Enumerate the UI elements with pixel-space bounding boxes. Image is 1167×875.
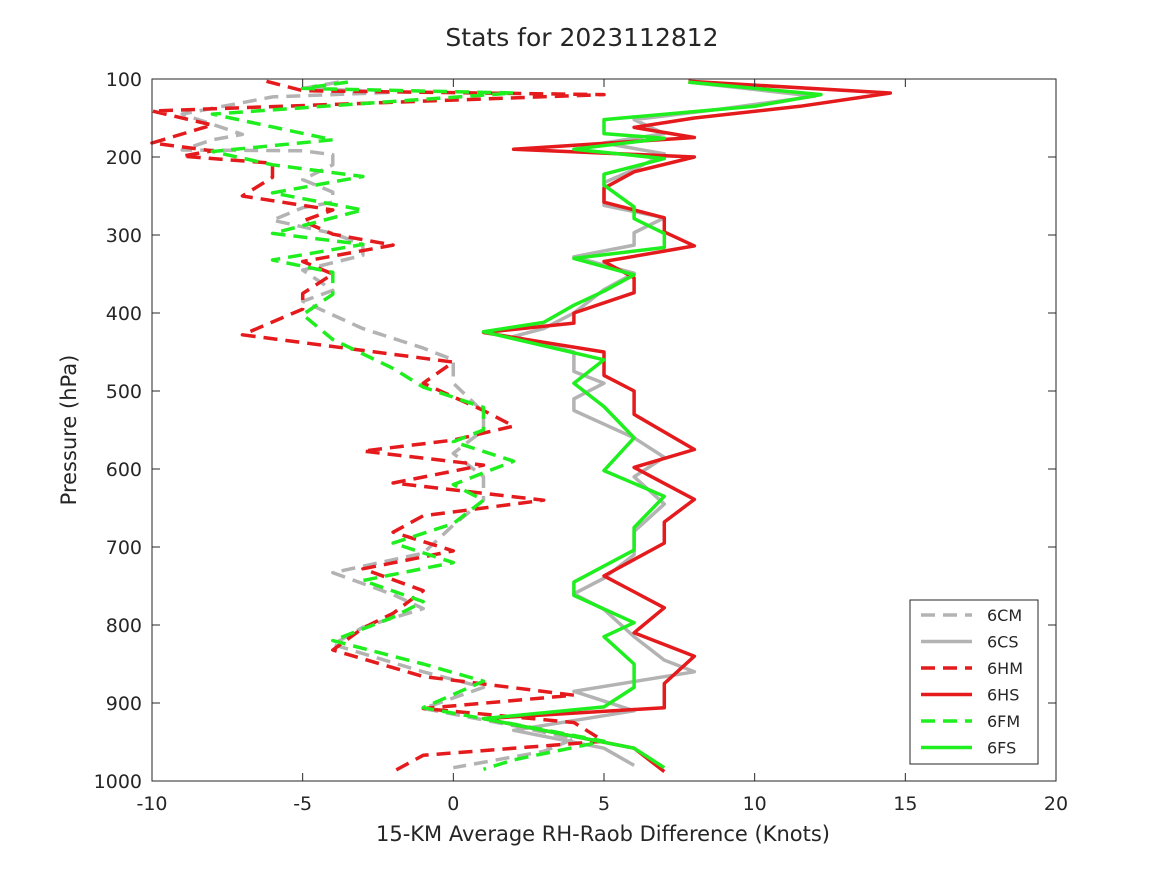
legend-label: 6FM (987, 712, 1020, 731)
y-tick-label: 300 (106, 225, 142, 247)
y-tick-label: 500 (106, 381, 142, 403)
x-tick-label: 0 (447, 793, 459, 815)
x-axis: -10 -5 0 5 10 15 20 (136, 79, 1068, 815)
y-axis-label: Pressure (hPa) (57, 355, 81, 506)
chart-title: Stats for 2023112812 (445, 23, 718, 52)
y-tick-label: 800 (106, 615, 142, 637)
legend-label: 6CM (987, 606, 1022, 625)
series-6hm-line (150, 79, 606, 774)
series-6fs-line (481, 80, 823, 770)
y-tick-label: 600 (106, 459, 142, 481)
y-tick-label: 100 (106, 69, 142, 91)
y-tick-label: 1000 (94, 771, 142, 793)
y-tick-label: 900 (106, 693, 142, 715)
series-6fm-line (210, 80, 606, 771)
x-tick-label: -5 (293, 793, 312, 815)
x-axis-label: 15-KM Average RH-Raob Difference (Knots) (376, 822, 830, 846)
x-tick-label: -10 (136, 793, 167, 815)
series-6hs-line (481, 79, 893, 773)
x-tick-label: 5 (598, 793, 610, 815)
y-tick-label: 200 (106, 147, 142, 169)
x-tick-label: 10 (743, 793, 767, 815)
y-axis: 100 200 300 400 500 600 700 800 900 1000 (94, 69, 1056, 793)
x-tick-label: 15 (893, 793, 917, 815)
y-tick-label: 700 (106, 537, 142, 559)
legend-box (909, 599, 1039, 765)
series-layer (150, 79, 893, 774)
legend-label: 6HS (987, 686, 1019, 705)
legend-label: 6FS (987, 739, 1016, 758)
legend-label: 6HM (987, 659, 1023, 678)
x-tick-label: 20 (1044, 793, 1068, 815)
legend-label: 6CS (987, 633, 1019, 652)
legend: 6CM 6CS 6HM 6HS 6FM 6FS (909, 599, 1039, 765)
y-tick-label: 400 (106, 303, 142, 325)
